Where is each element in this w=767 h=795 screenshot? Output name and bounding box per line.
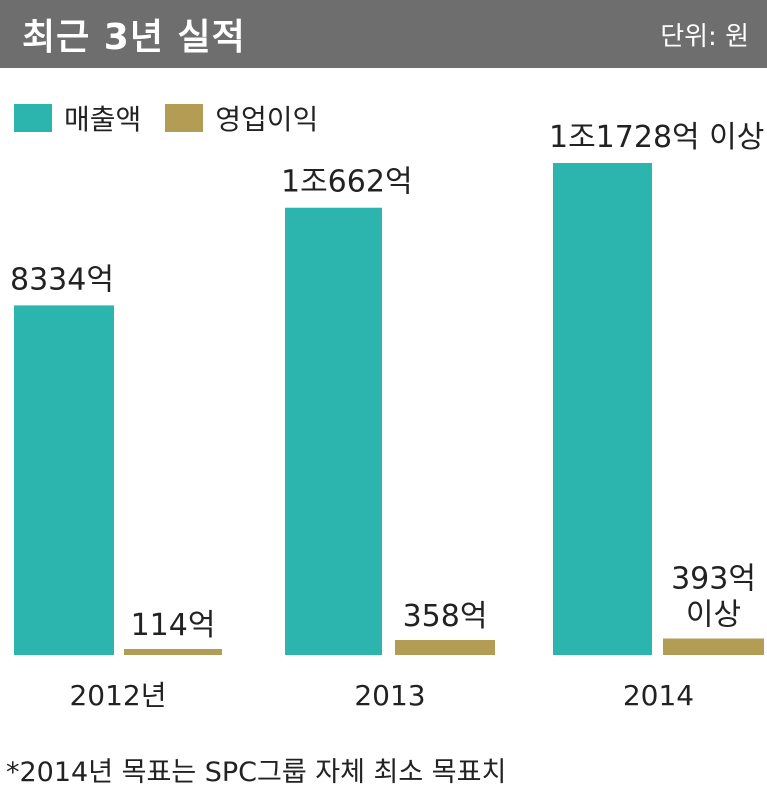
- legend-item-operating-profit: 영업이익: [165, 98, 318, 138]
- profit-value-label: 358억: [403, 599, 488, 634]
- profit-bar-2012년: [124, 649, 222, 655]
- profit-bar-2013: [395, 639, 495, 655]
- legend-swatch-revenue: [14, 104, 52, 132]
- revenue-value-label: 8334억: [10, 262, 114, 297]
- legend: 매출액 영업이익: [14, 98, 342, 138]
- x-tick-label: 2013: [354, 679, 425, 712]
- legend-swatch-operating-profit: [165, 104, 204, 132]
- revenue-bar-2012년: [14, 305, 114, 655]
- legend-item-revenue: 매출액: [14, 98, 141, 138]
- revenue-bar-2014: [553, 163, 652, 655]
- profit-value-label: 393억: [671, 562, 756, 597]
- profit-bar-2014: [663, 638, 764, 655]
- profit-value-label: 이상: [686, 598, 741, 633]
- legend-label-revenue: 매출액: [64, 103, 142, 136]
- x-tick-label: 2012년: [69, 679, 166, 712]
- footnote: *2014년 목표는 SPC그룹 자체 최소 목표치: [6, 757, 507, 788]
- revenue-value-label: 1조1728억 이상: [549, 120, 764, 155]
- revenue-value-label: 1조662억: [281, 165, 413, 200]
- profit-value-label: 114억: [131, 608, 216, 643]
- chart-title: 최근 3년 실적: [22, 17, 246, 58]
- legend-label-operating-profit: 영업이익: [215, 103, 319, 136]
- unit-label: 단위: 원: [660, 21, 749, 52]
- revenue-bar-2013: [285, 207, 382, 655]
- header-bar: 최근 3년 실적 단위: 원: [0, 0, 767, 68]
- x-tick-label: 2014: [623, 679, 694, 712]
